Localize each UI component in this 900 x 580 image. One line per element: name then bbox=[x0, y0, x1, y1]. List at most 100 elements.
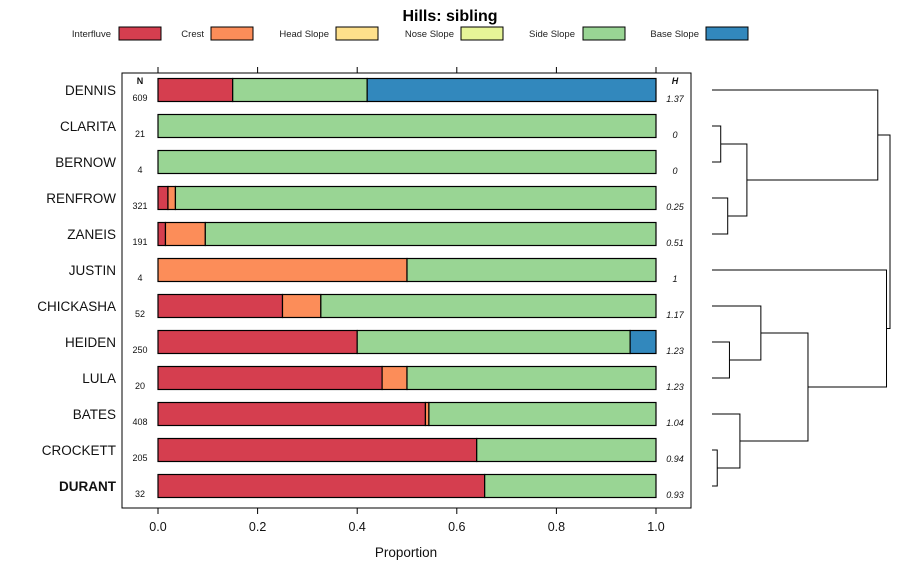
x-tick-label-3: 0.6 bbox=[448, 520, 465, 534]
legend-swatch-4 bbox=[582, 26, 626, 41]
dendrogram-link-9 bbox=[712, 269, 888, 388]
row-h-4: 0.51 bbox=[666, 238, 684, 248]
dendrogram-link-3 bbox=[712, 89, 879, 181]
row-h-6: 1.17 bbox=[666, 310, 685, 320]
row-h-1: 0 bbox=[672, 130, 677, 140]
dendrogram bbox=[712, 89, 891, 487]
bar-segment-6-0 bbox=[157, 293, 284, 319]
bar-segment-11-4 bbox=[484, 473, 657, 499]
bar-segment-5-1 bbox=[157, 257, 408, 283]
bar-segment-3-1 bbox=[167, 185, 177, 211]
legend-label-4: Side Slope bbox=[529, 29, 575, 40]
bar-segment-5-4 bbox=[406, 257, 657, 283]
row-h-5: 1 bbox=[672, 274, 677, 284]
row-h-2: 0 bbox=[672, 166, 677, 176]
legend-label-1: Crest bbox=[181, 29, 204, 40]
row-label-8: LULA bbox=[82, 371, 116, 386]
legend-label-5: Base Slope bbox=[650, 29, 699, 40]
row-label-11: DURANT bbox=[59, 479, 117, 494]
bar-segment-6-4 bbox=[320, 293, 657, 319]
dendrogram-link-6 bbox=[712, 449, 718, 487]
x-tick-label-0: 0.0 bbox=[149, 520, 166, 534]
bars-group bbox=[157, 77, 657, 499]
row-label-9: BATES bbox=[73, 407, 116, 422]
row-label-0: DENNIS bbox=[65, 83, 116, 98]
row-h-3: 0.25 bbox=[666, 202, 685, 212]
x-tick-label-1: 0.2 bbox=[249, 520, 266, 534]
row-n-8: 20 bbox=[135, 381, 145, 391]
row-label-4: ZANEIS bbox=[67, 227, 116, 242]
legend-label-0: Interfluve bbox=[72, 29, 111, 40]
row-n-0: 609 bbox=[132, 93, 147, 103]
bar-segment-0-0 bbox=[157, 77, 234, 103]
bar-segment-7-5 bbox=[629, 329, 657, 355]
row-h-8: 1.23 bbox=[666, 382, 684, 392]
row-n-11: 32 bbox=[135, 489, 145, 499]
row-label-3: RENFROW bbox=[46, 191, 116, 206]
bar-segment-7-0 bbox=[157, 329, 358, 355]
row-n-3: 321 bbox=[132, 201, 147, 211]
bar-segment-3-0 bbox=[157, 185, 169, 211]
bar-segment-9-4 bbox=[428, 401, 657, 427]
chart-title: Hills: sibling bbox=[402, 8, 497, 25]
bar-segment-4-1 bbox=[164, 221, 206, 247]
row-h-0: 1.37 bbox=[666, 94, 685, 104]
bar-segment-10-4 bbox=[476, 437, 657, 463]
row-n-2: 4 bbox=[137, 165, 142, 175]
legend-swatch-2 bbox=[335, 26, 379, 41]
x-tick-label-2: 0.4 bbox=[349, 520, 366, 534]
row-n-1: 21 bbox=[135, 129, 145, 139]
row-h-10: 0.94 bbox=[666, 454, 684, 464]
row-label-5: JUSTIN bbox=[69, 263, 116, 278]
x-axis-title: Proportion bbox=[375, 545, 437, 560]
row-n-9: 408 bbox=[132, 417, 147, 427]
bar-segment-8-4 bbox=[406, 365, 657, 391]
n-column-header: N bbox=[137, 76, 144, 86]
bar-segment-7-4 bbox=[356, 329, 631, 355]
dendrogram-link-2 bbox=[720, 143, 748, 217]
x-tick-label-4: 0.8 bbox=[548, 520, 565, 534]
legend-label-2: Head Slope bbox=[279, 29, 329, 40]
row-label-10: CROCKETT bbox=[42, 443, 116, 458]
bar-segment-0-5 bbox=[366, 77, 657, 103]
row-label-6: CHICKASHA bbox=[37, 299, 116, 314]
bar-segment-10-0 bbox=[157, 437, 478, 463]
row-h-7: 1.23 bbox=[666, 346, 684, 356]
row-h-11: 0.93 bbox=[666, 490, 684, 500]
bar-segment-4-0 bbox=[157, 221, 167, 247]
dendrogram-link-0 bbox=[712, 125, 722, 163]
x-tick-label-5: 1.0 bbox=[647, 520, 664, 534]
bar-segment-4-4 bbox=[204, 221, 657, 247]
row-n-6: 52 bbox=[135, 309, 145, 319]
dendrogram-link-1 bbox=[712, 197, 729, 235]
row-h-9: 1.04 bbox=[666, 418, 684, 428]
h-column-header: H bbox=[672, 76, 679, 86]
row-n-7: 250 bbox=[132, 345, 147, 355]
dendrogram-link-8 bbox=[739, 332, 809, 442]
dendrogram-link-4 bbox=[712, 341, 730, 379]
bar-segment-0-4 bbox=[232, 77, 368, 103]
dendrogram-link-10 bbox=[877, 134, 891, 329]
row-n-4: 191 bbox=[132, 237, 147, 247]
x-axis: 0.0 0.2 0.4 0.6 0.8 1.0 bbox=[149, 67, 665, 534]
legend-swatch-5 bbox=[705, 26, 749, 41]
bar-segment-9-0 bbox=[157, 401, 427, 427]
bar-segment-8-1 bbox=[381, 365, 408, 391]
legend: Interfluve Crest Head Slope Nose Slope Side … bbox=[72, 26, 749, 41]
row-label-7: HEIDEN bbox=[65, 335, 116, 350]
row-labels: DENNIS 609 1.37 CLARITA 21 0 BERNOW 4 0 RENFROW 32… bbox=[37, 83, 685, 500]
bar-segment-8-0 bbox=[157, 365, 383, 391]
bar-segment-1-4 bbox=[157, 113, 657, 139]
legend-swatch-3 bbox=[460, 26, 504, 41]
bar-segment-2-4 bbox=[157, 149, 657, 175]
bar-segment-3-4 bbox=[174, 185, 657, 211]
row-label-2: BERNOW bbox=[55, 155, 116, 170]
row-n-10: 205 bbox=[132, 453, 147, 463]
dendrogram-link-5 bbox=[712, 305, 762, 361]
row-label-1: CLARITA bbox=[60, 119, 116, 134]
legend-label-3: Nose Slope bbox=[405, 29, 454, 40]
dendrogram-link-7 bbox=[712, 413, 741, 469]
bar-segment-6-1 bbox=[281, 293, 322, 319]
legend-swatch-0 bbox=[118, 26, 162, 41]
